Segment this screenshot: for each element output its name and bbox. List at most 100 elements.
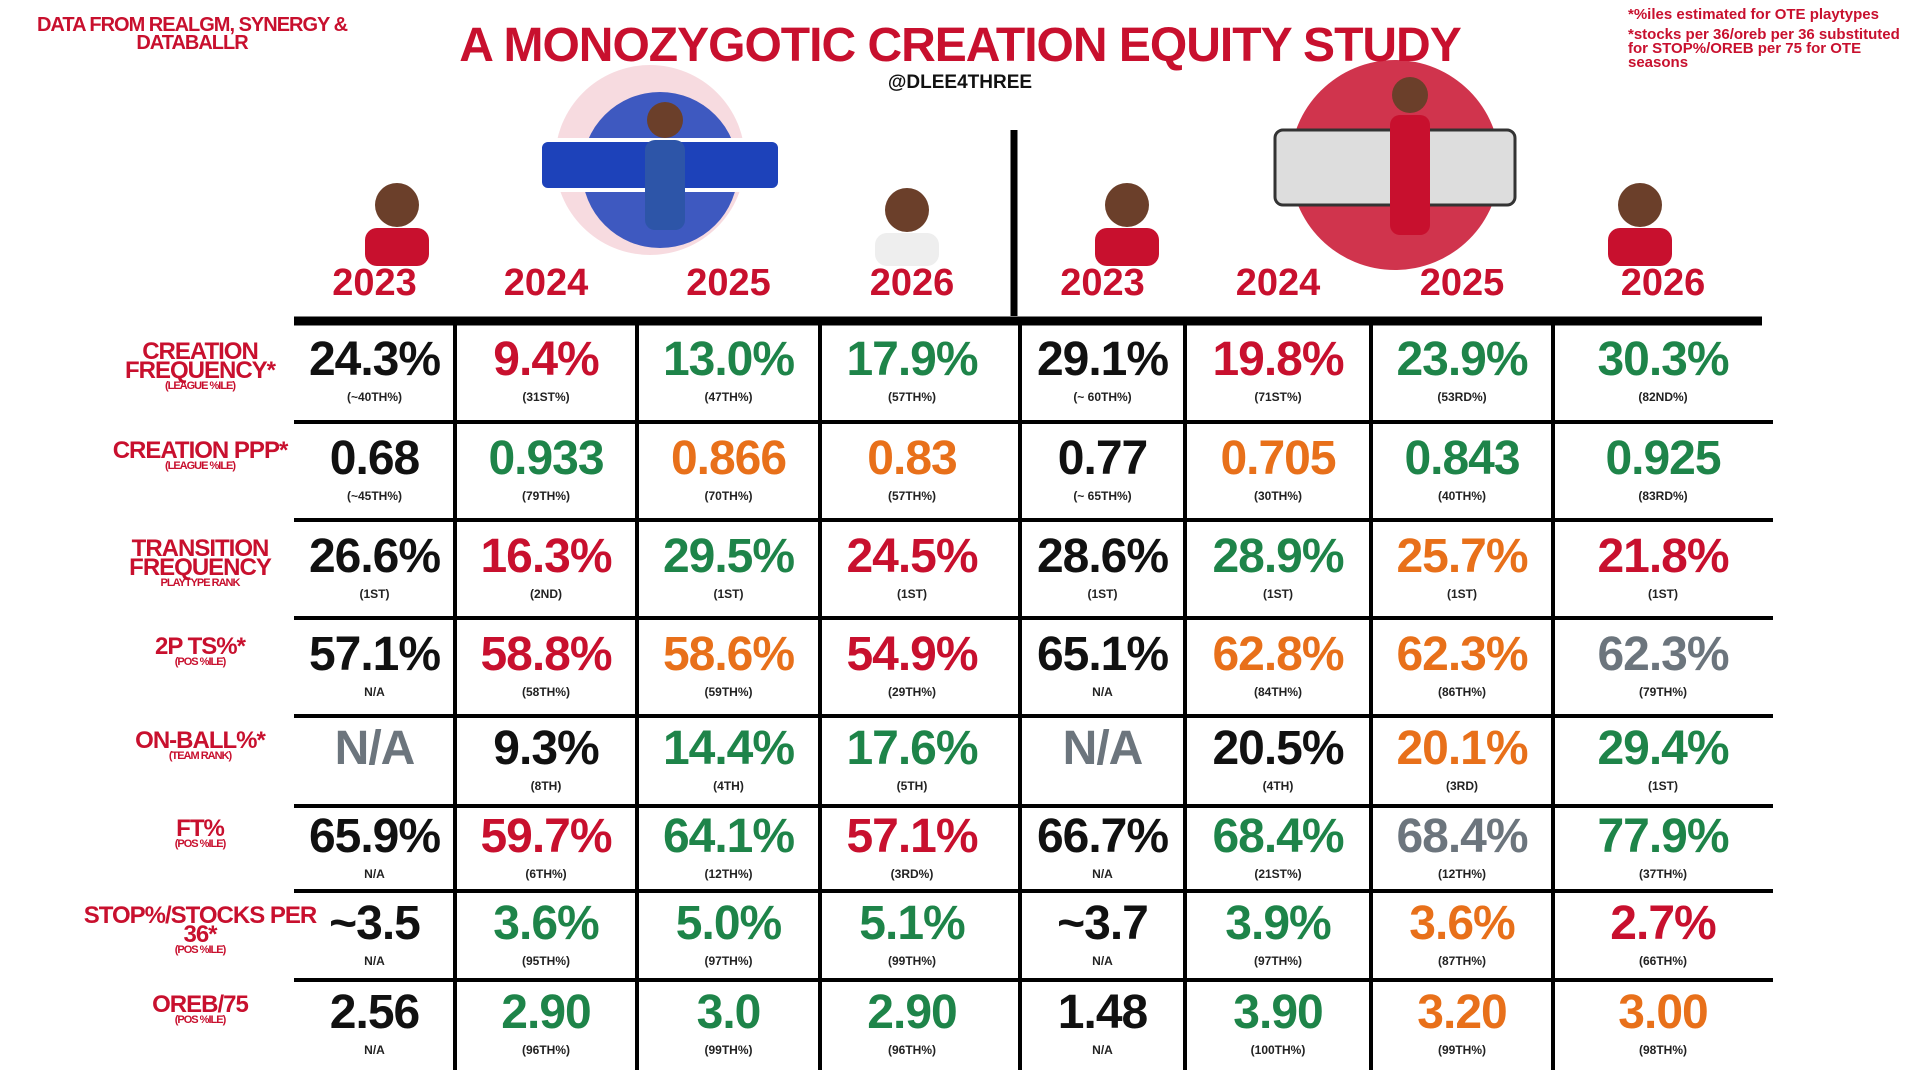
cell-value: 62.3% [1597,628,1729,681]
cell-value: 64.1% [662,809,795,863]
cell-value: N/A [1062,722,1144,775]
row-label: STOP%/STOCKS PER 36* (POS %ILE) [65,903,335,956]
cell-note: (1ST) [1648,587,1678,601]
cell-note: (98TH%) [1638,1043,1687,1057]
cell-value: 0.83 [867,432,957,485]
row-sublabel: (POS %ILE) [174,1014,227,1026]
cell-note: (40TH%) [1437,489,1486,503]
cell-value: 57.1% [308,628,441,681]
cell-note: (~ 65TH%) [1073,489,1132,503]
footnote: *stocks per 36/oreb per 36 substituted f… [1628,26,1900,71]
cell-value: 17.9% [846,332,978,386]
cell-value: 14.4% [662,722,795,775]
player-photos [365,77,1672,266]
row-label-main: STOP%/STOCKS PER 36* [83,901,318,948]
column-year: 2023 [1060,262,1145,304]
cell-value: 2.7% [1610,896,1716,950]
cell-note: (3RD%) [890,866,934,881]
cell-note: (66TH%) [1638,953,1687,968]
cell-note: (58TH%) [521,685,570,699]
row-label-main: OREB/75 [152,991,249,1018]
cell-value: 3.6% [493,896,599,950]
cell-value: 2.90 [867,986,957,1039]
cell-note: N/A [364,1043,385,1057]
cell-value: 0.933 [488,432,604,485]
cell-value: 9.3% [493,722,599,775]
cell-note: (21ST%) [1254,866,1302,881]
cell-value: 1.48 [1057,986,1148,1039]
cell-note: (83RD%) [1638,489,1688,503]
cell-note: (1ST) [1087,587,1118,601]
cell-note: N/A [1092,685,1113,699]
cell-note: (1ST) [1263,587,1293,601]
cell-note: (1ST) [713,587,744,601]
cell-note: (57TH%) [887,389,936,404]
cell-value: 57.1% [846,809,978,863]
cell-value: 16.3% [480,530,612,583]
cell-note: (4TH) [1262,779,1294,793]
cell-value: 20.1% [1396,722,1528,775]
row-label: 2P TS%* (POS %ILE) [65,635,335,669]
cell-value: 3.20 [1417,986,1507,1039]
cell-note: (29TH%) [887,685,936,699]
cell-value: 19.8% [1212,332,1344,386]
cell-value: 29.4% [1597,722,1729,775]
cell-value: 24.5% [846,530,978,583]
cell-note: (86TH%) [1437,685,1486,699]
row-label-main: ON-BALL%* [135,727,266,754]
cell-value: 26.6% [308,530,441,583]
cell-note: (1ST) [897,587,927,601]
cell-note: N/A [364,953,385,968]
cell-value: 3.0 [696,986,762,1039]
cell-value: 25.7% [1396,530,1528,583]
cell-value: 20.5% [1212,722,1344,775]
row-label: CREATION FREQUENCY* (LEAGUE %ILE) [65,339,335,392]
column-year: 2026 [869,262,955,304]
cell-note: (47TH%) [704,389,753,404]
row-sublabel: (LEAGUE %ILE) [164,460,236,472]
cell-value: 62.8% [1212,628,1344,681]
row-label: OREB/75 (POS %ILE) [65,993,335,1027]
cell-value: 0.77 [1057,432,1148,485]
cell-value: 0.866 [670,432,787,485]
cell-value: 5.1% [859,896,965,950]
cell-value: 58.6% [662,628,795,681]
cell-value: 58.8% [480,628,612,681]
cell-note: N/A [364,866,385,881]
row-sublabel: (POS %ILE) [174,837,227,850]
cell-value: 9.4% [493,332,599,386]
cell-note: (2ND) [530,587,562,601]
cell-value: 23.9% [1396,332,1528,386]
cell-value: 29.5% [662,530,795,583]
cell-value: 65.1% [1036,628,1169,681]
cell-value: 54.9% [846,628,978,681]
cell-value: 77.9% [1597,809,1729,863]
cell-value: 0.705 [1220,432,1336,485]
column-year: 2025 [1419,262,1505,304]
cell-value: 2.56 [329,986,420,1039]
cell-value: 65.9% [308,809,441,863]
cell-note: (12TH%) [704,866,753,881]
cell-note: (96TH%) [521,1043,570,1057]
cell-note: N/A [1092,1043,1113,1057]
cell-note: (31ST%) [522,389,570,404]
cell-value: 30.3% [1597,332,1729,386]
cell-note: (12TH%) [1437,866,1486,881]
cell-note: (87TH%) [1437,953,1486,968]
cell-note: (30TH%) [1253,489,1302,503]
cell-value: 0.843 [1404,432,1520,485]
cell-note: (97TH%) [704,953,753,968]
cell-value: 3.00 [1618,986,1708,1039]
cell-note: (~40TH%) [346,389,402,404]
cell-note: (100TH%) [1250,1043,1306,1057]
cell-value: 0.68 [329,432,420,485]
cell-value: ~3.7 [1057,896,1149,950]
row-label: FT% (POS %ILE) [65,816,335,850]
row-label: TRANSITION FREQUENCY PLAYTYPE RANK [65,537,335,590]
row-sublabel: PLAYTYPE RANK [160,577,241,589]
cell-note: (70TH%) [704,489,753,503]
source-note: DATA FROM REALGM, SYNERGY & DATABALLR [36,14,348,54]
column-year: 2024 [1235,262,1321,304]
cell-value: 28.6% [1036,530,1169,583]
